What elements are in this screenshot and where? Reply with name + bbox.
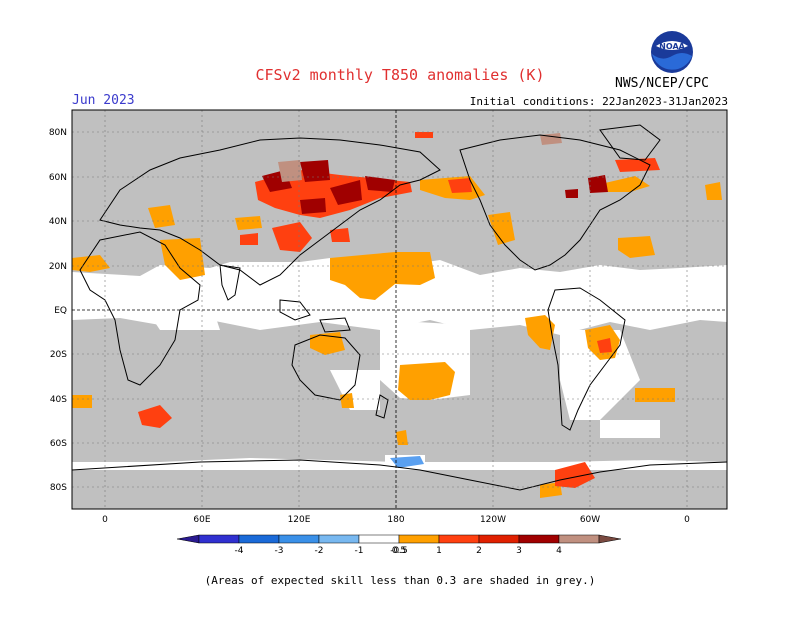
forecast-month: Jun 2023 <box>72 93 135 108</box>
footnote: (Areas of expected skill less than 0.3 a… <box>204 574 596 587</box>
lon-label: 120W <box>480 515 506 525</box>
map-title: CFSv2 monthly T850 anomalies (K) <box>255 66 545 84</box>
antarctica-outline <box>71 459 728 491</box>
lon-label: 120E <box>288 515 311 525</box>
africa-outline <box>79 231 201 386</box>
lon-label: 60W <box>580 515 600 525</box>
lat-label: 60S <box>50 439 67 449</box>
initial-conditions: Initial conditions: 22Jan2023-31Jan2023 <box>469 95 728 108</box>
latitude-labels: 80N 60N 40N 20N EQ 20S 40S 60S 80S <box>49 128 67 493</box>
lon-label: 0 <box>684 515 690 525</box>
lat-label: EQ <box>54 306 67 316</box>
lat-label: 40N <box>49 217 67 227</box>
noaa-logo: NOAA <box>651 31 693 73</box>
australia-outline <box>291 334 361 401</box>
lon-label: 180 <box>387 515 404 525</box>
longitude-labels: 0 60E 120E 180 120W 60W 0 <box>102 515 690 525</box>
lon-label: 60E <box>193 515 210 525</box>
lon-label: 0 <box>102 515 108 525</box>
agency-label: NWS/NCEP/CPC <box>615 76 709 91</box>
north-america-outline <box>459 134 651 271</box>
lat-label: 80N <box>49 128 67 138</box>
logo-text: NOAA <box>659 42 685 51</box>
continent-outlines <box>71 124 728 491</box>
map-gridlines <box>72 110 727 509</box>
lat-label: 40S <box>50 395 67 405</box>
negative-anomaly-ross-sea <box>390 456 424 468</box>
south-america-outline <box>547 287 626 431</box>
lat-label: 20N <box>49 262 67 272</box>
lat-label: 20S <box>50 350 67 360</box>
lat-label: 80S <box>50 483 67 493</box>
eurasia-outline <box>99 137 441 286</box>
lat-label: 60N <box>49 173 67 183</box>
